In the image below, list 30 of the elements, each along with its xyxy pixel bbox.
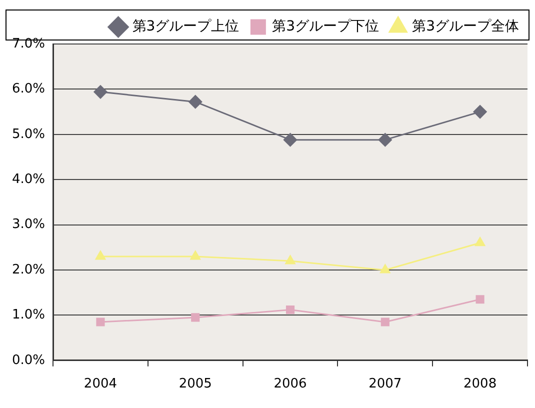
point	[284, 133, 298, 147]
y-tick-label: 3.0%	[12, 217, 46, 232]
point	[96, 318, 105, 326]
point	[95, 250, 106, 260]
point	[378, 133, 392, 147]
x-tick-label: 2007	[368, 376, 402, 392]
y-tick-label: 5.0%	[12, 126, 46, 142]
point	[380, 264, 390, 274]
y-tick-label: 6.0%	[12, 82, 46, 97]
point	[94, 85, 108, 99]
legend-label: 第3グループ下位	[272, 18, 380, 35]
x-tick-label: 2008	[464, 376, 497, 392]
x-tick-label: 2004	[84, 376, 118, 392]
y-tick-label: 0.0%	[12, 352, 46, 368]
y-tick-label: 2.0%	[12, 262, 46, 278]
y-tick-label: 4.0%	[12, 172, 46, 187]
point	[476, 295, 484, 304]
point	[286, 305, 295, 314]
point	[188, 95, 202, 109]
point	[191, 313, 200, 322]
point	[474, 237, 486, 246]
point	[380, 318, 390, 326]
x-tick-label: 2005	[178, 376, 212, 392]
x-tick-label: 2006	[274, 376, 307, 392]
point	[190, 250, 200, 260]
point	[285, 255, 296, 264]
y-tick-label: 1.0%	[12, 308, 46, 323]
point	[473, 105, 487, 119]
legend-label: 第3グループ上位	[132, 18, 240, 35]
legend-label: 第3グループ全体	[412, 18, 520, 35]
